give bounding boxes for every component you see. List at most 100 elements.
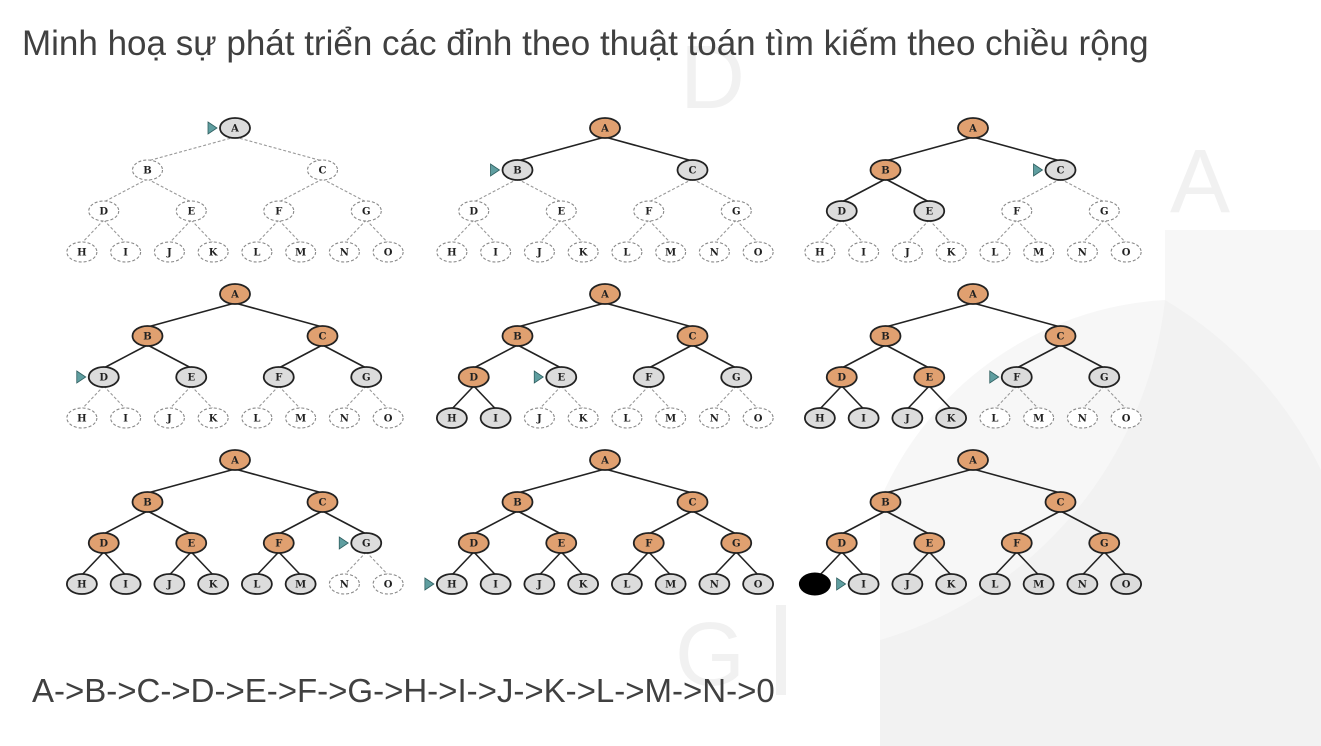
node-k (935, 573, 968, 595)
node-j (891, 241, 923, 263)
tree-edge (517, 136, 606, 162)
node-label: K (947, 248, 956, 259)
tree-edge (473, 385, 497, 410)
page-title: Minh hoạ sự phát triển các đỉnh theo thu… (22, 24, 1149, 63)
node-b (869, 491, 902, 513)
node-label: D (469, 539, 478, 550)
tree-edge (256, 219, 280, 244)
node-label: M (295, 414, 306, 425)
node-label: O (1122, 248, 1131, 259)
tree-edge (322, 510, 367, 535)
node-g (720, 532, 753, 554)
node-label: L (991, 580, 998, 591)
tree-edge (538, 385, 562, 410)
tree-edge (604, 302, 693, 328)
node-e (913, 200, 946, 222)
node-e (545, 366, 578, 388)
tree-edge (473, 344, 518, 369)
tree-edge (885, 468, 974, 494)
node-label: H (77, 580, 86, 591)
tree-edge (885, 178, 930, 203)
node-d (825, 200, 858, 222)
bfs-step-panel: A B C D E F G I J K L M N O (798, 449, 1143, 596)
tree-edge (190, 219, 214, 244)
node-j (523, 241, 555, 263)
tree-edge (278, 551, 302, 576)
tree-edge (278, 344, 323, 369)
node-b (869, 159, 902, 181)
tree-edge (1103, 385, 1127, 410)
node-d (825, 532, 858, 554)
node-label: C (319, 166, 327, 177)
tree-edge (147, 136, 236, 162)
current-node-marker-icon (989, 370, 1000, 384)
node-label: F (275, 373, 282, 384)
node-f (633, 200, 665, 222)
node-j (891, 407, 924, 429)
tree-edge (365, 551, 389, 576)
tree-edge (451, 219, 475, 244)
bfs-step-panel: A B C D E F G H I J K L M N O (65, 449, 404, 595)
node-label: A (968, 456, 977, 467)
node-label: J (536, 248, 542, 259)
node-label: J (166, 248, 172, 259)
node-d (87, 366, 120, 388)
node-label: E (925, 207, 933, 218)
node-label: D (837, 539, 846, 550)
node-a (957, 449, 989, 471)
node-m (284, 573, 317, 595)
tree-edge (735, 385, 759, 410)
node-label: N (340, 414, 349, 425)
node-n (1066, 573, 1099, 595)
node-label: M (665, 248, 676, 259)
tree-edge (819, 551, 843, 576)
node-label: D (837, 207, 846, 218)
current-node-marker-icon (76, 370, 87, 384)
tree-edge (735, 219, 759, 244)
node-label: K (579, 248, 588, 259)
node-label: D (99, 207, 108, 218)
node-label: L (623, 580, 630, 591)
node-d (457, 532, 490, 554)
tree-edge (190, 385, 214, 410)
tree-edge (168, 385, 192, 410)
tree-edge (451, 385, 475, 410)
node-label: E (925, 539, 933, 550)
tree-edge (819, 219, 843, 244)
node-removed (798, 572, 831, 596)
tree-edge (81, 219, 105, 244)
node-label: A (600, 290, 609, 301)
tree-edge (1081, 385, 1105, 410)
tree-edge (190, 551, 214, 576)
tree-edge (841, 551, 865, 576)
tree-edge (451, 551, 475, 576)
node-label: H (447, 414, 456, 425)
tree-edge (972, 302, 1061, 328)
node-label: D (99, 539, 108, 550)
node-o (742, 407, 774, 429)
tree-edge (885, 302, 974, 328)
node-label: C (1057, 166, 1065, 177)
node-label: G (362, 539, 371, 550)
node-label: L (991, 414, 998, 425)
node-label: J (536, 580, 542, 591)
node-n (328, 241, 360, 263)
node-a (957, 117, 989, 139)
tree-edge (1081, 219, 1105, 244)
node-label: I (493, 414, 498, 425)
node-d (458, 200, 490, 222)
current-node-marker-icon (836, 577, 847, 591)
node-label: M (665, 414, 676, 425)
tree-edge (538, 551, 562, 576)
node-label: K (209, 414, 218, 425)
node-g (350, 200, 382, 222)
node-e (175, 200, 207, 222)
tree-edge (1016, 219, 1040, 244)
node-n (328, 407, 360, 429)
node-l (979, 407, 1011, 429)
node-m (1022, 573, 1055, 595)
node-i (110, 241, 142, 263)
node-label: M (1033, 580, 1044, 591)
tree-edge (147, 302, 236, 328)
node-label: O (384, 580, 393, 591)
